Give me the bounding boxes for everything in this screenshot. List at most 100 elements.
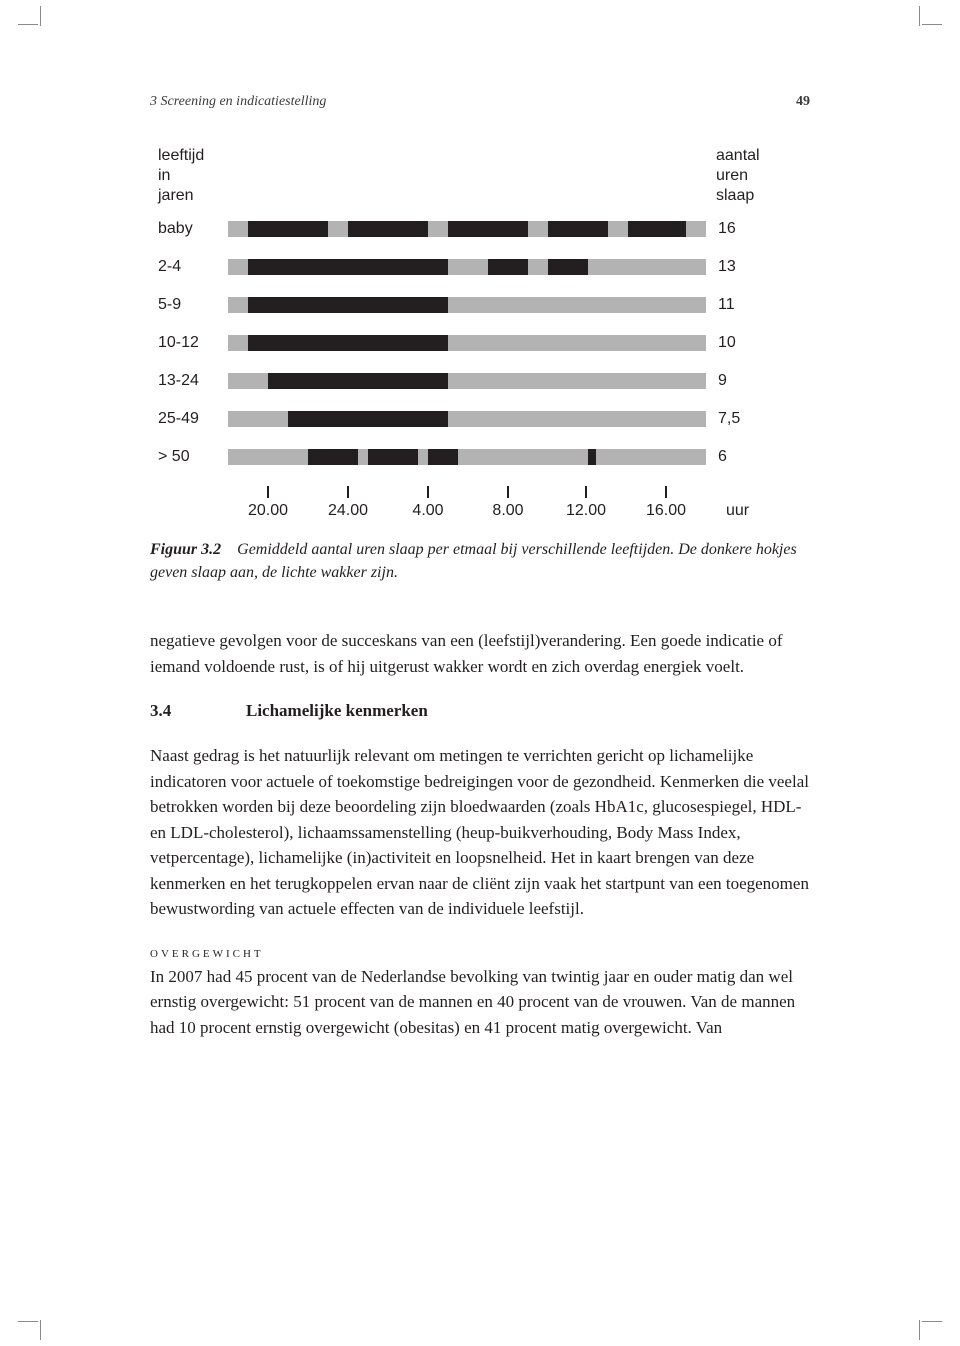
bar-segment — [448, 297, 706, 313]
chart-row: 10-12 10 — [158, 334, 810, 352]
bar-segment — [308, 449, 358, 465]
paragraph-1: negatieve gevolgen voor de succeskans va… — [150, 628, 810, 679]
bar-segment — [358, 449, 368, 465]
figure-caption: Figuur 3.2 Gemiddeld aantal uren slaap p… — [150, 538, 810, 584]
chart-row: 13-24 9 — [158, 372, 810, 390]
x-axis-label: 8.00 — [492, 502, 523, 520]
tick-mark — [665, 486, 667, 498]
chart-left-header: leeftijdinjaren — [158, 146, 238, 206]
x-axis-label: 20.00 — [248, 502, 288, 520]
bar-segment — [418, 449, 428, 465]
chart-rows: baby 16 2-4 13 5-9 11 10-12 10 13-24 9 25-49 7,5 > 5… — [158, 220, 810, 466]
bar-segment — [348, 221, 428, 237]
tick-mark — [507, 486, 509, 498]
bar-segment — [428, 221, 448, 237]
running-head: 3 Screening en indicatiestelling 49 — [150, 94, 810, 110]
bar-segment — [288, 411, 448, 427]
bar-segment — [608, 221, 628, 237]
x-axis-label: 24.00 — [328, 502, 368, 520]
bar-segment — [248, 297, 448, 313]
bar-segment — [588, 449, 596, 465]
row-label: 5-9 — [158, 296, 228, 314]
chart-right-header: aantalurenslaap — [716, 146, 760, 206]
bar-segment — [596, 449, 706, 465]
bar-segment — [368, 449, 418, 465]
bar-segment — [248, 335, 448, 351]
figure-caption-text: Gemiddeld aantal uren slaap per etmaal b… — [150, 541, 797, 581]
row-label: 13-24 — [158, 372, 228, 390]
bar-segment — [228, 373, 268, 389]
chart-row: baby 16 — [158, 220, 810, 238]
section-number: 3.4 — [150, 701, 246, 721]
row-value: 16 — [718, 220, 736, 238]
chart-xlabels: 20.00 24.00 4.00 8.00 12.00 16.00 uur — [228, 502, 768, 524]
bar-segment — [448, 335, 706, 351]
row-bar — [228, 335, 706, 351]
bar-segment — [228, 411, 288, 427]
bar-segment — [628, 221, 686, 237]
tick-mark — [427, 486, 429, 498]
chart-row: 2-4 13 — [158, 258, 810, 276]
section-heading: 3.4 Lichamelijke kenmerken — [150, 701, 810, 721]
row-value: 6 — [718, 448, 727, 466]
bar-segment — [248, 221, 328, 237]
bar-segment — [248, 259, 448, 275]
page-content: 3 Screening en indicatiestelling 49 leef… — [150, 94, 810, 1040]
chart-row: > 50 6 — [158, 448, 810, 466]
x-axis-label: 12.00 — [566, 502, 606, 520]
running-head-text: 3 Screening en indicatiestelling — [150, 94, 326, 110]
row-bar — [228, 221, 706, 237]
bar-segment — [328, 221, 348, 237]
row-bar — [228, 259, 706, 275]
x-axis-label: uur — [726, 502, 749, 520]
tick-mark — [347, 486, 349, 498]
row-value: 9 — [718, 372, 727, 390]
row-bar — [228, 449, 706, 465]
figure-number: Figuur 3.2 — [150, 541, 221, 558]
bar-segment — [548, 221, 608, 237]
row-bar — [228, 411, 706, 427]
chart-headers: leeftijdinjaren aantalurenslaap — [158, 146, 810, 206]
paragraph-2: Naast gedrag is het natuurlijk relevant … — [150, 743, 810, 922]
tick-mark — [585, 486, 587, 498]
bar-segment — [228, 335, 248, 351]
bar-segment — [448, 373, 706, 389]
bar-segment — [488, 259, 528, 275]
row-value: 7,5 — [718, 410, 740, 428]
bar-segment — [268, 373, 448, 389]
row-label: 2-4 — [158, 258, 228, 276]
bar-segment — [548, 259, 588, 275]
bar-segment — [528, 259, 548, 275]
sleep-chart: leeftijdinjaren aantalurenslaap baby 16 2-… — [158, 146, 810, 524]
bar-segment — [228, 297, 248, 313]
chart-row: 25-49 7,5 — [158, 410, 810, 428]
row-bar — [228, 373, 706, 389]
row-value: 13 — [718, 258, 736, 276]
section-title: Lichamelijke kenmerken — [246, 701, 428, 721]
bar-segment — [448, 411, 706, 427]
bar-segment — [686, 221, 706, 237]
bar-segment — [458, 449, 588, 465]
row-value: 11 — [718, 296, 735, 314]
bar-segment — [228, 259, 248, 275]
paragraph-3: In 2007 had 45 procent van de Nederlands… — [150, 964, 810, 1041]
bar-segment — [448, 221, 528, 237]
bar-segment — [588, 259, 706, 275]
row-label: 10-12 — [158, 334, 228, 352]
bar-segment — [448, 259, 488, 275]
bar-segment — [528, 221, 548, 237]
tick-mark — [267, 486, 269, 498]
page-number: 49 — [796, 94, 810, 110]
chart-ticks — [228, 486, 706, 500]
row-label: baby — [158, 220, 228, 238]
bar-segment — [228, 221, 248, 237]
x-axis-label: 4.00 — [412, 502, 443, 520]
bar-segment — [428, 449, 458, 465]
row-label: 25-49 — [158, 410, 228, 428]
chart-row: 5-9 11 — [158, 296, 810, 314]
row-value: 10 — [718, 334, 736, 352]
row-label: > 50 — [158, 448, 228, 466]
subheading-overgewicht: overgewicht — [150, 944, 810, 962]
row-bar — [228, 297, 706, 313]
x-axis-label: 16.00 — [646, 502, 686, 520]
